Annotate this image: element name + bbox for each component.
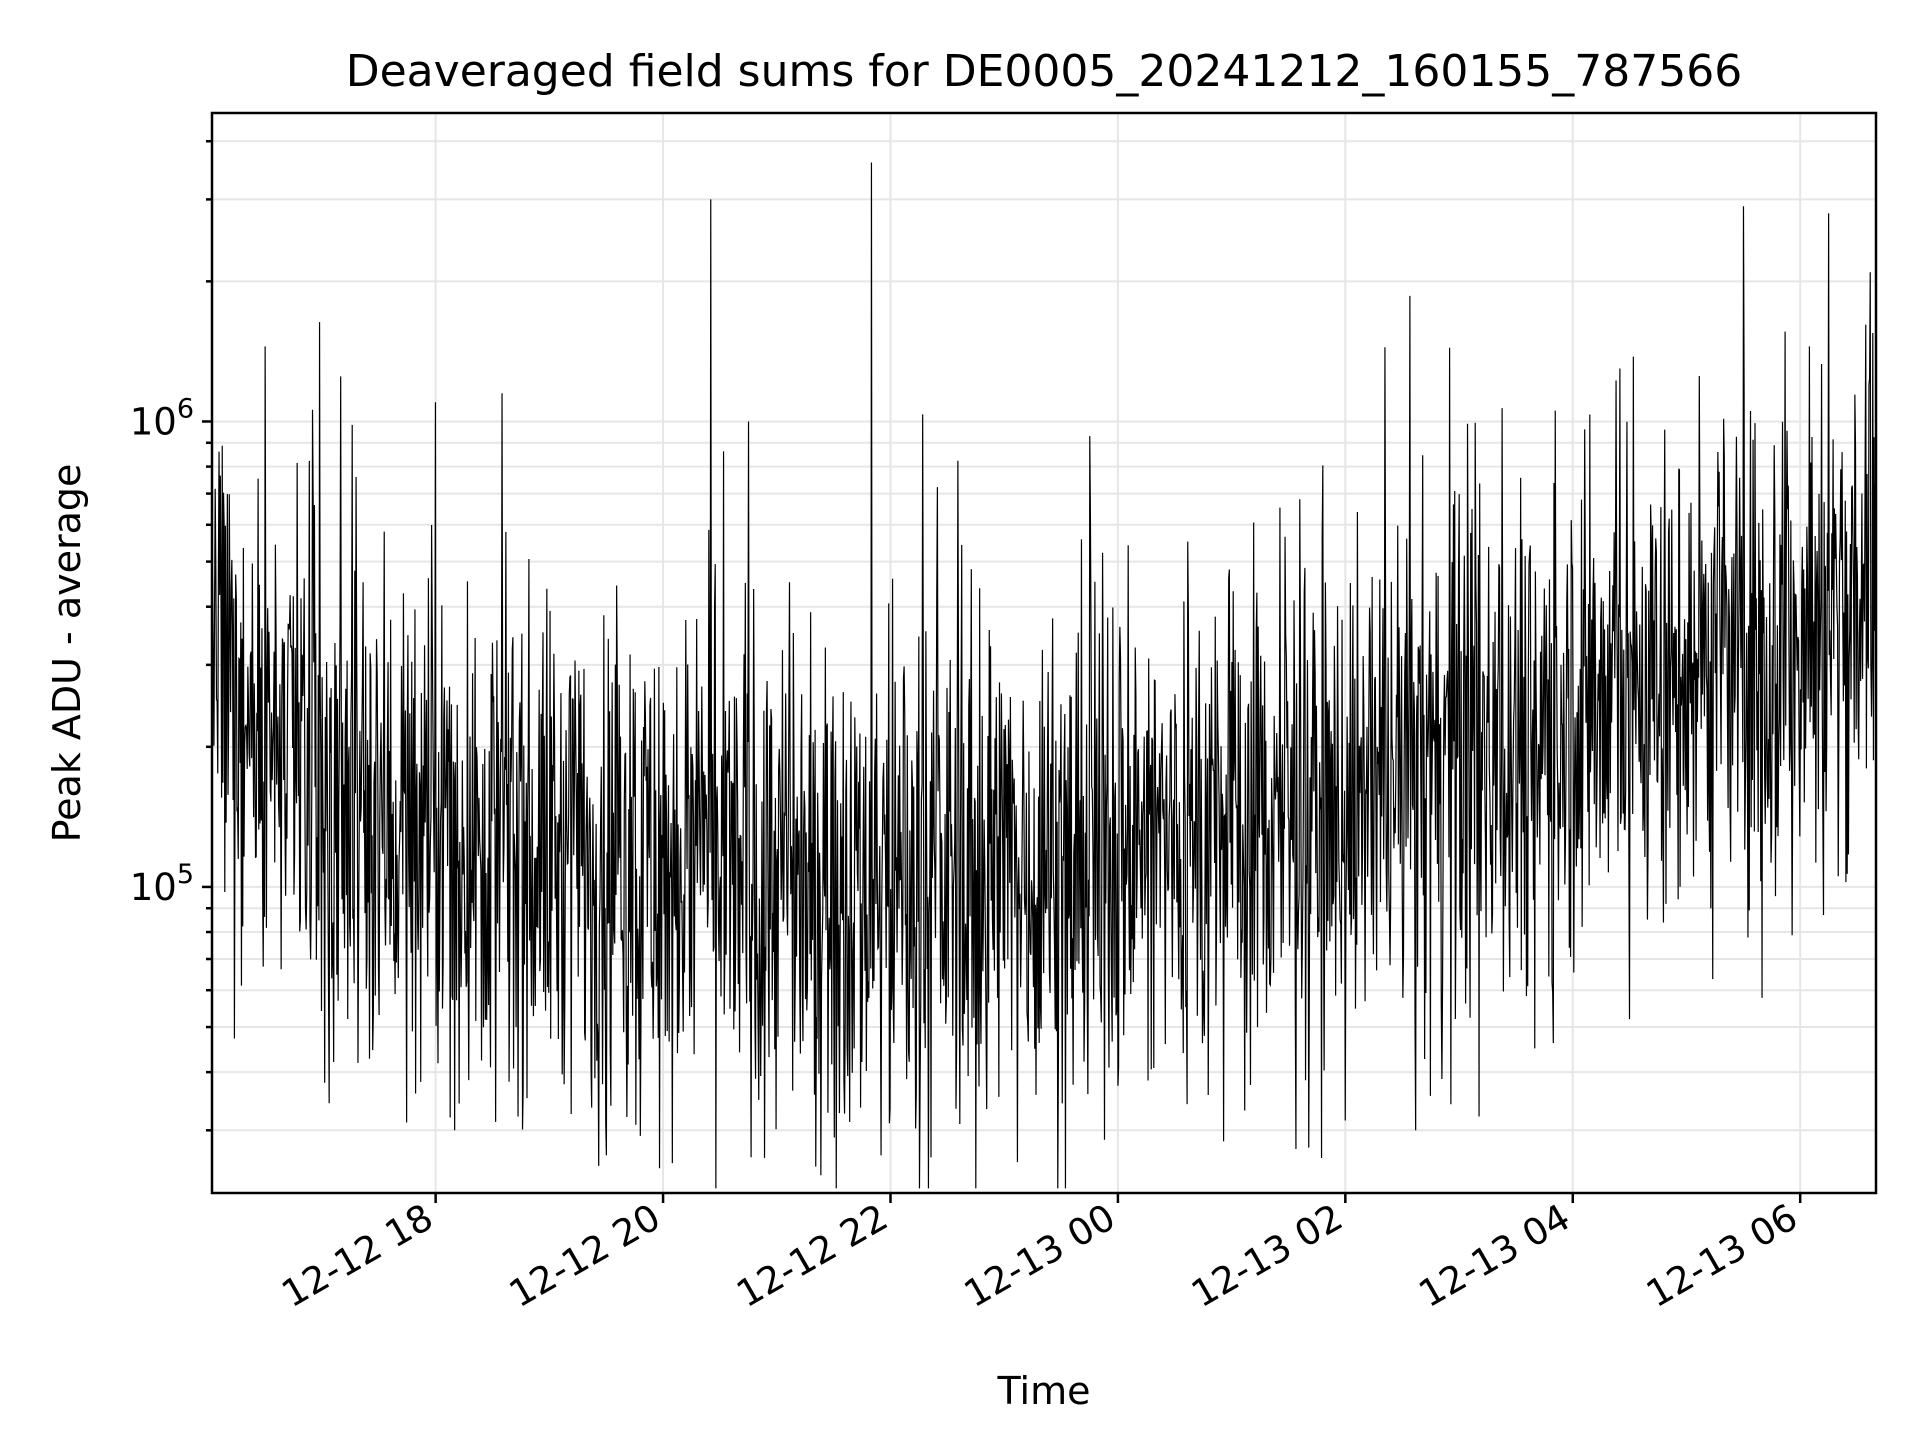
x-axis-label: Time — [997, 1369, 1091, 1413]
series-line — [211, 162, 1877, 1189]
grid — [212, 113, 1876, 1193]
series-path — [211, 162, 1877, 1189]
y-tick-label: 105 — [130, 859, 194, 909]
y-tick-label: 106 — [130, 393, 194, 443]
y-axis-label: Peak ADU - average — [45, 464, 89, 843]
chart-title: Deaveraged field sums for DE0005_2024121… — [346, 46, 1743, 97]
plot-frame — [210, 111, 1878, 1195]
